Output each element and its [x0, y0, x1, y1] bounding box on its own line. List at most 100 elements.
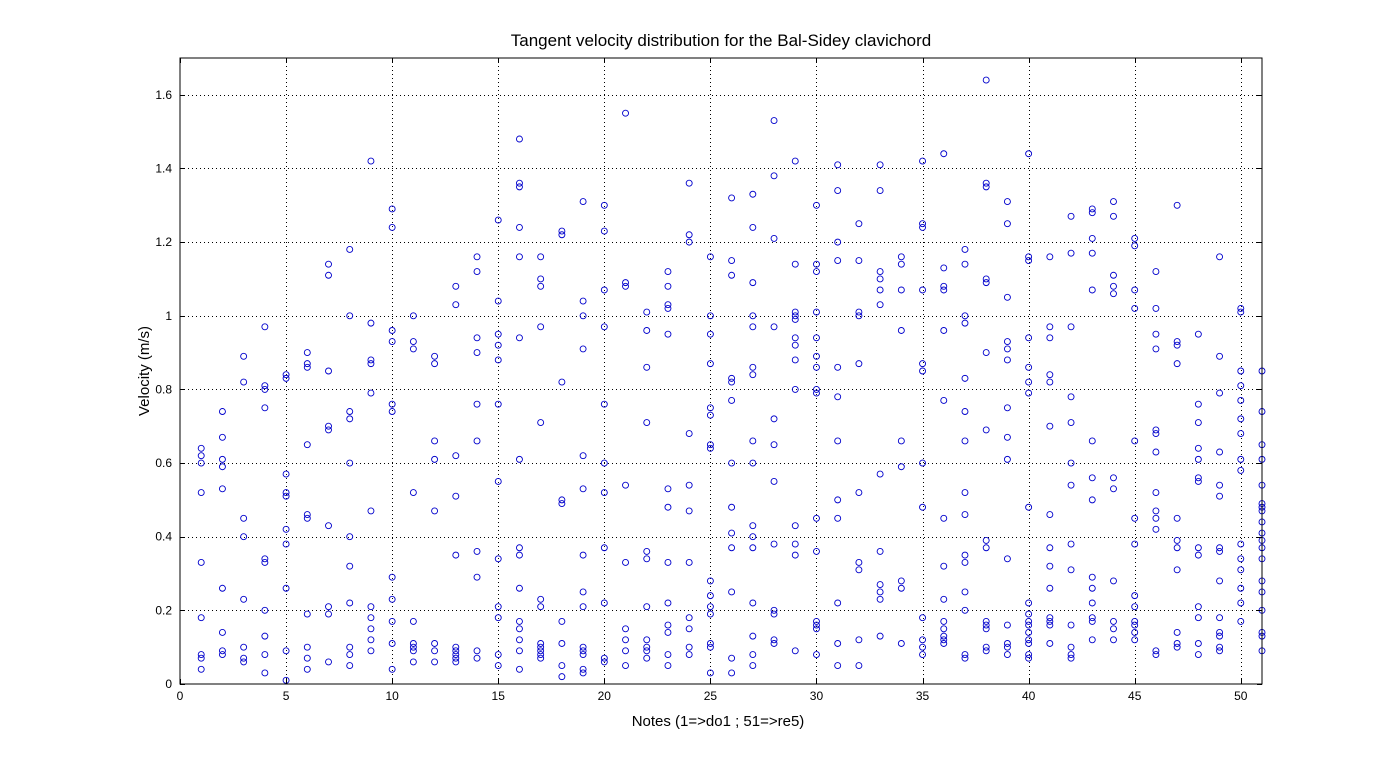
- data-point: [749, 459, 757, 467]
- data-point: [1131, 603, 1139, 611]
- data-point: [240, 658, 248, 666]
- data-point: [388, 327, 396, 334]
- data-point: [728, 588, 736, 596]
- data-point: [876, 268, 884, 276]
- data-point: [982, 647, 990, 655]
- data-point: [770, 478, 778, 485]
- data-point: [325, 610, 332, 618]
- data-point: [282, 647, 290, 655]
- data-point: [791, 315, 799, 323]
- data-point: [855, 308, 863, 316]
- x-tick-label: 50: [1234, 689, 1248, 703]
- data-point: [1025, 257, 1033, 264]
- data-point: [558, 378, 566, 386]
- data-point: [367, 389, 375, 397]
- data-point: [1067, 323, 1075, 331]
- data-point: [1173, 338, 1181, 345]
- data-point: [1131, 304, 1139, 312]
- y-tick-label: 0.6: [155, 456, 172, 470]
- data-point: [516, 253, 523, 261]
- data-point: [452, 643, 460, 651]
- data-point: [579, 345, 587, 353]
- data-point: [749, 437, 757, 445]
- data-point: [706, 312, 714, 320]
- data-point: [749, 632, 757, 640]
- data-point: [579, 643, 587, 651]
- data-point: [1003, 338, 1011, 345]
- data-point: [240, 654, 248, 662]
- data-point: [961, 559, 969, 566]
- data-point: [919, 636, 926, 644]
- data-point: [855, 559, 863, 566]
- data-point: [622, 662, 629, 670]
- data-point: [1046, 562, 1054, 570]
- data-point: [643, 308, 651, 316]
- data-point: [982, 426, 990, 434]
- data-point: [197, 452, 205, 460]
- data-point: [749, 312, 757, 320]
- data-point: [1173, 201, 1181, 209]
- data-point: [643, 636, 651, 644]
- data-point: [494, 330, 502, 338]
- data-point: [452, 282, 460, 290]
- data-point: [622, 636, 629, 644]
- data-point: [516, 625, 523, 633]
- data-point: [1152, 268, 1160, 276]
- data-point: [1003, 621, 1011, 629]
- data-point: [813, 625, 820, 633]
- data-point: [1173, 341, 1181, 349]
- data-point: [431, 640, 439, 647]
- data-point: [240, 378, 248, 386]
- data-point: [940, 625, 948, 633]
- data-point: [261, 632, 269, 640]
- data-point: [325, 271, 332, 279]
- data-point: [388, 408, 396, 415]
- data-point: [919, 360, 926, 368]
- data-point: [1046, 422, 1054, 430]
- data-point: [897, 286, 905, 294]
- data-point: [876, 161, 884, 169]
- data-point: [706, 360, 714, 368]
- data-point: [897, 327, 905, 334]
- data-point: [579, 551, 587, 559]
- data-point: [346, 533, 354, 541]
- data-point: [940, 562, 948, 570]
- data-point: [706, 592, 714, 600]
- data-point: [1025, 610, 1033, 618]
- data-point: [1110, 474, 1117, 482]
- data-point: [749, 533, 757, 541]
- data-point: [876, 301, 884, 309]
- data-point: [1152, 330, 1160, 338]
- data-point: [770, 640, 778, 647]
- data-point: [1194, 478, 1202, 485]
- data-point: [1003, 404, 1011, 412]
- data-point: [431, 658, 439, 666]
- data-point: [537, 419, 545, 427]
- data-point: [1046, 334, 1054, 342]
- data-point: [1194, 419, 1202, 427]
- data-point: [218, 485, 226, 493]
- data-point: [813, 621, 820, 629]
- data-point: [579, 651, 587, 658]
- data-point: [282, 492, 290, 500]
- data-point: [940, 640, 948, 647]
- data-point: [749, 363, 757, 371]
- data-point: [770, 415, 778, 423]
- data-point: [558, 617, 566, 625]
- data-point: [1237, 455, 1245, 463]
- data-point: [1216, 253, 1224, 261]
- data-point: [537, 275, 545, 283]
- data-point: [982, 179, 990, 187]
- data-point: [409, 643, 417, 651]
- data-point: [1237, 430, 1245, 438]
- data-point: [1046, 511, 1054, 519]
- data-point: [1088, 584, 1096, 592]
- data-point: [537, 253, 545, 261]
- data-point: [261, 606, 269, 614]
- data-point: [494, 356, 502, 364]
- data-point: [664, 282, 672, 290]
- data-point: [982, 643, 990, 651]
- data-point: [303, 665, 311, 673]
- data-point: [600, 599, 608, 607]
- data-point: [643, 654, 651, 662]
